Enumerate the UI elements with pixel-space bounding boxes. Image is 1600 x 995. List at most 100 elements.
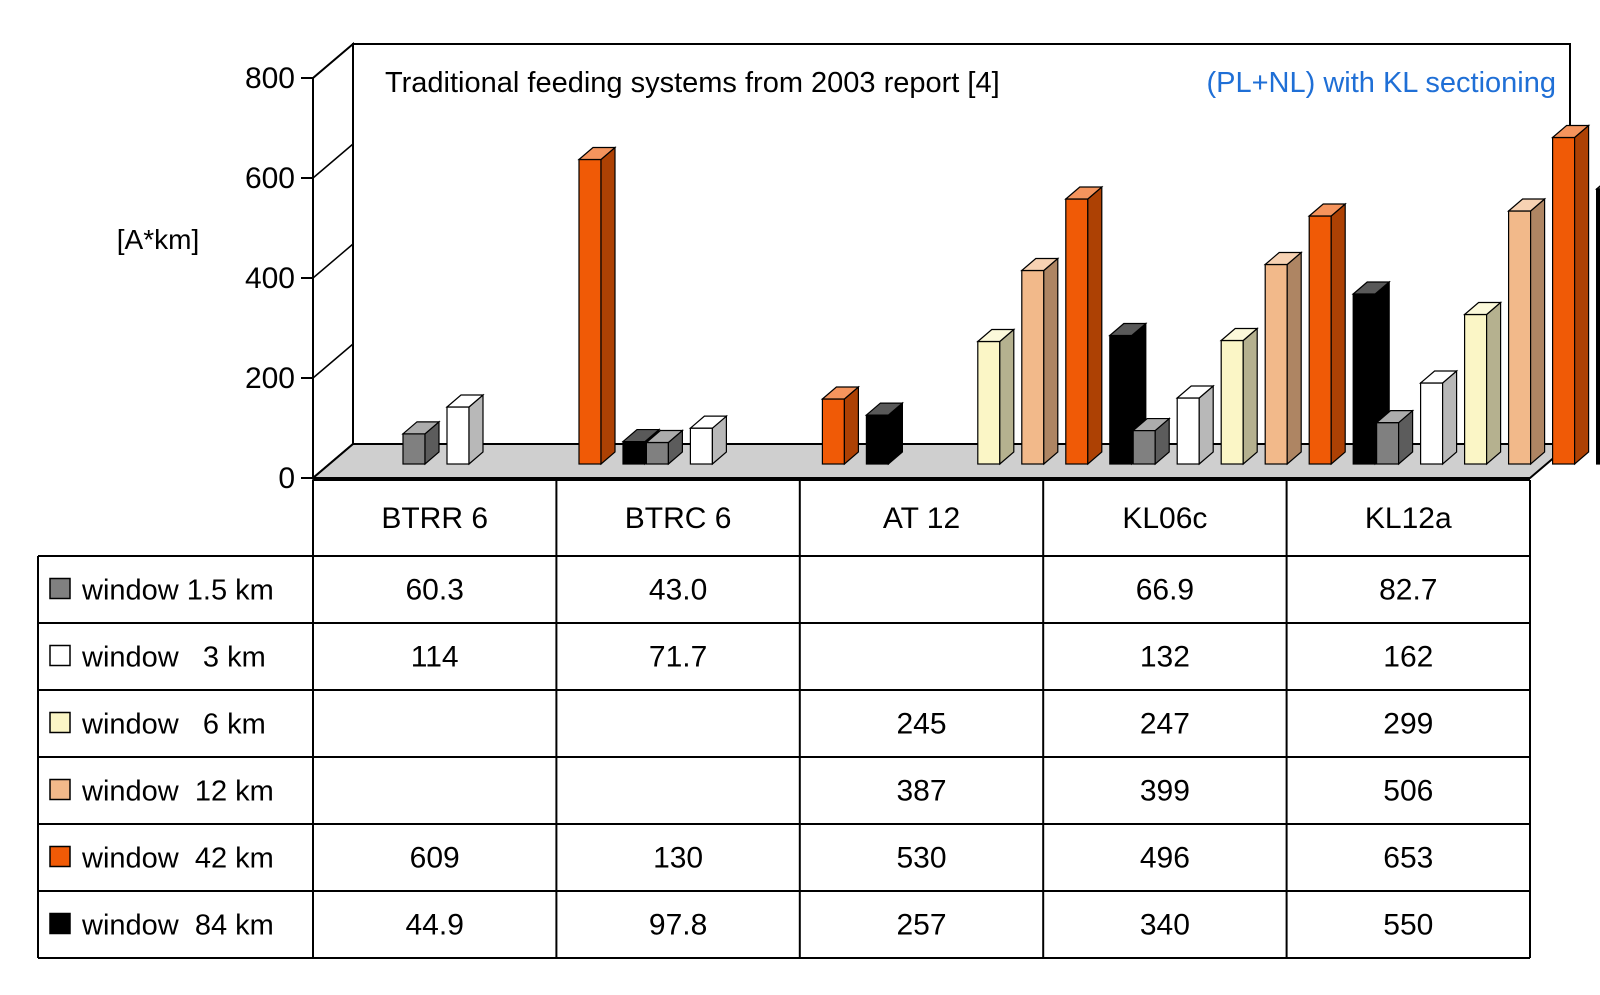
bar-front	[1375, 422, 1400, 465]
table-cell: 44.9	[406, 909, 464, 942]
bar-side	[1242, 327, 1258, 466]
bar	[577, 146, 617, 466]
bar-top	[1219, 327, 1259, 342]
bar	[1064, 185, 1104, 466]
category-label: BTRC 6	[625, 502, 732, 535]
bar-top	[864, 402, 905, 416]
bar-side	[1573, 124, 1590, 466]
y-tick-depth	[312, 443, 354, 479]
bar	[976, 328, 1016, 466]
bar-top	[621, 428, 661, 443]
bar	[688, 414, 729, 466]
legend-label: window 42 km	[81, 843, 274, 875]
legend-swatch	[49, 912, 71, 935]
bar-front	[1065, 198, 1089, 465]
bar	[1020, 257, 1060, 466]
legend-label: window 84 km	[81, 910, 274, 942]
bar-front	[1308, 215, 1332, 465]
table-cell: 132	[1140, 641, 1190, 674]
bar-top	[1351, 281, 1391, 295]
bar-front	[1463, 313, 1488, 465]
bar-top	[1108, 322, 1148, 337]
bar-front	[1507, 210, 1532, 465]
bar	[1594, 185, 1600, 465]
bar-front	[1419, 382, 1444, 465]
bar-side	[1330, 202, 1346, 466]
bar-top	[1594, 185, 1600, 190]
table-cell: 530	[896, 842, 946, 875]
bar-front	[446, 406, 470, 465]
table-cell: 387	[896, 775, 946, 808]
bar-side	[843, 385, 860, 466]
bar	[820, 385, 861, 466]
bar-top	[1307, 203, 1347, 217]
table-cell: 130	[653, 842, 703, 875]
category-label: BTRR 6	[381, 502, 488, 535]
legend-swatch	[49, 778, 71, 801]
bar-front	[1264, 263, 1288, 465]
bar-front	[578, 158, 602, 465]
table-cell: 162	[1383, 641, 1433, 674]
y-tick-label: 0	[278, 462, 295, 495]
table-cell: 71.7	[649, 641, 707, 674]
bar-front	[977, 340, 1001, 465]
bar-top	[445, 394, 485, 408]
bar-front	[622, 440, 646, 465]
legend-swatch	[49, 577, 71, 600]
legend-swatch	[49, 711, 71, 734]
bar	[445, 393, 485, 466]
bar	[864, 401, 905, 466]
table-cell: 66.9	[1136, 574, 1194, 607]
bar-front	[1352, 293, 1376, 465]
bar	[401, 420, 441, 466]
table-cell: 496	[1140, 842, 1190, 875]
y-tick-depth	[312, 143, 354, 179]
category-label: KL06c	[1122, 502, 1207, 535]
bar-top	[1462, 301, 1503, 316]
y-tick-depth	[312, 43, 354, 79]
y-tick-label: 200	[245, 362, 295, 395]
table-cell: 97.8	[649, 909, 707, 942]
legend-label: window 1.5 km	[81, 575, 274, 607]
annotation-sectioning: (PL+NL) with KL sectioning	[1206, 67, 1556, 99]
legend-label: window 6 km	[81, 709, 266, 741]
table-cell: 609	[410, 842, 460, 875]
table-cell: 82.7	[1379, 574, 1437, 607]
bar	[644, 429, 685, 466]
bar-top	[1020, 257, 1060, 272]
bar	[1418, 369, 1459, 466]
bar-top	[1175, 385, 1215, 399]
bar-top	[820, 386, 861, 400]
legend-label: window 12 km	[81, 776, 274, 808]
table-cell: 245	[896, 708, 946, 741]
bar-front	[1176, 397, 1200, 465]
legend-swatch	[49, 845, 71, 868]
bar-side	[1441, 369, 1458, 466]
bar-top	[1506, 198, 1547, 212]
legend-swatch	[49, 644, 71, 667]
bar	[1462, 301, 1503, 466]
bar-front	[402, 433, 426, 465]
y-tick-depth	[312, 343, 354, 379]
bar-side	[1286, 251, 1302, 466]
bar-side	[1485, 301, 1502, 466]
bar-side	[1529, 197, 1546, 466]
bar-front	[1220, 339, 1244, 465]
table-cell: 43.0	[649, 574, 707, 607]
bar-top	[1374, 410, 1415, 424]
bar-side	[1087, 185, 1103, 466]
bar-top	[688, 415, 729, 429]
bar	[1263, 251, 1303, 466]
category-label: AT 12	[883, 502, 960, 535]
bar-front	[821, 398, 846, 465]
y-axis-label: [A*km]	[117, 224, 199, 255]
bar-front	[645, 441, 670, 465]
category-label: KL12a	[1365, 502, 1452, 535]
bar-top	[1263, 251, 1303, 266]
table-cell: 506	[1383, 775, 1433, 808]
legend-label: window 3 km	[81, 642, 266, 674]
table-cell: 257	[896, 909, 946, 942]
table-cell: 114	[411, 641, 459, 674]
table-cell: 340	[1140, 909, 1190, 942]
